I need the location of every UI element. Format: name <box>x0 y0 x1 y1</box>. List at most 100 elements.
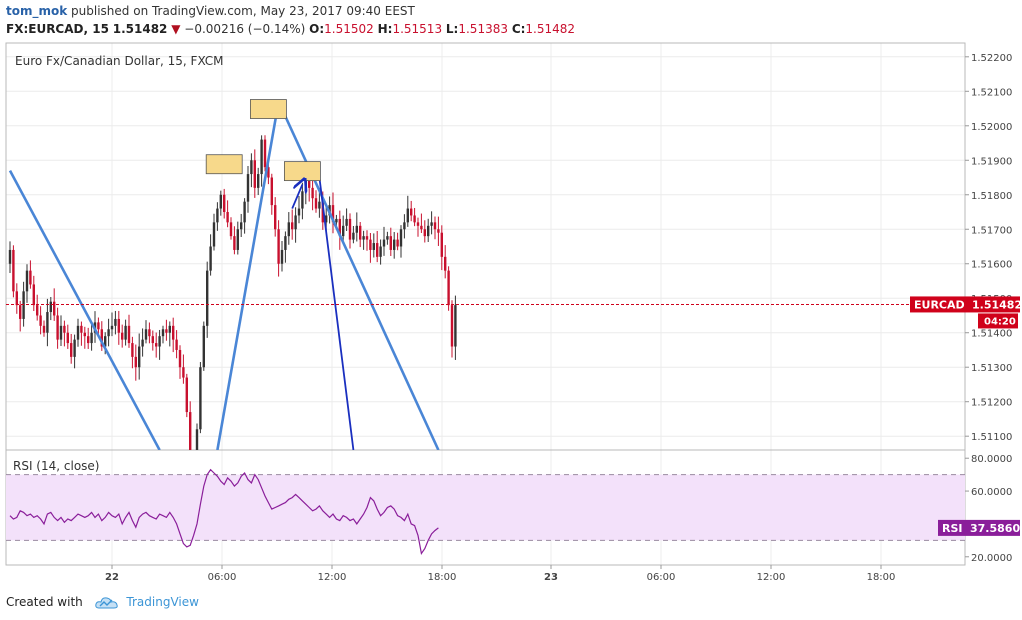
candle-body <box>168 325 171 333</box>
candle-body <box>59 325 63 340</box>
time-tick-label: 12:00 <box>757 572 786 583</box>
rsi-title: RSI (14, close) <box>13 459 99 473</box>
rsi-line <box>9 468 439 556</box>
candle-body <box>39 315 42 326</box>
candle-body <box>311 187 314 199</box>
tradingview-link[interactable]: TradingView <box>126 595 199 609</box>
chart-title: Euro Fx/Canadian Dollar, 15, FXCM <box>15 54 224 68</box>
candle-body <box>182 367 185 378</box>
symbol-name: FX:EURCAD, 15 <box>6 22 109 36</box>
last-price: 1.51482 <box>112 22 168 36</box>
candle-body <box>250 160 253 175</box>
candle-body <box>66 332 69 344</box>
time-tick-label: 22 <box>105 572 119 583</box>
candle-body <box>76 325 80 340</box>
price-badge-value: 1.51482 <box>972 298 1022 311</box>
time-axis[interactable]: 22 06:00 12:00 18:00 23 06:00 12:00 18:00 <box>105 565 895 583</box>
candle-body <box>216 208 219 223</box>
candle-body <box>291 222 294 230</box>
rsi-band <box>6 474 965 541</box>
candle-body <box>233 236 236 250</box>
candle-body <box>427 225 430 237</box>
candle-body <box>447 270 450 306</box>
chart-canvas[interactable]: 1.52200 1.52100 1.52000 1.51900 1.51800 1.517… <box>0 0 1022 590</box>
rsi-tick-label: 20.0000 <box>971 553 1012 564</box>
candle-body <box>240 222 243 230</box>
candle-body <box>372 243 375 250</box>
candle-body <box>308 180 311 188</box>
price-axis[interactable]: 1.52200 1.52100 1.52000 1.51900 1.51800 1.517… <box>965 53 1012 443</box>
candle-body <box>165 329 168 333</box>
candle-body <box>413 215 416 223</box>
candle-body <box>382 239 386 247</box>
candle-body <box>42 325 46 333</box>
candle-body <box>226 212 229 223</box>
candle-body <box>263 139 267 168</box>
candle-body <box>22 291 25 319</box>
candle-body <box>297 208 301 216</box>
candle-body <box>104 336 107 347</box>
low-label: L: <box>445 22 459 36</box>
pattern-point-box <box>205 154 243 175</box>
rsi-series <box>6 468 965 556</box>
trendline <box>8 170 161 450</box>
candle-body <box>420 225 423 230</box>
high-value: 1.51513 <box>392 22 443 36</box>
candle-body <box>376 243 379 257</box>
candle-body <box>399 229 403 247</box>
candle-body <box>253 160 256 188</box>
price-tick-label: 1.51300 <box>971 363 1012 374</box>
candle-body <box>148 329 151 337</box>
candle-body <box>338 218 341 237</box>
rsi-badge-value: 37.5860 <box>970 522 1020 535</box>
candle-body <box>206 270 209 326</box>
grid-lines <box>6 43 965 565</box>
candle-body <box>301 191 304 209</box>
candle-body <box>223 194 226 213</box>
tradingview-cloud-icon[interactable] <box>94 596 119 610</box>
candle-body <box>212 222 216 247</box>
candle-body <box>406 208 409 223</box>
candle-body <box>284 236 287 250</box>
candle-body <box>114 318 117 326</box>
price-tick-label: 1.51200 <box>971 398 1012 409</box>
up-arrow <box>291 184 302 209</box>
main-pane-frame <box>5 42 966 451</box>
price-tick-label: 1.51600 <box>971 260 1012 271</box>
candle-body <box>15 291 18 306</box>
price-tick-label: 1.51800 <box>971 191 1012 202</box>
candle-body <box>335 218 338 223</box>
candle-body <box>189 412 192 450</box>
trendlines[interactable] <box>8 101 440 450</box>
candle-body <box>246 174 250 202</box>
candle-body <box>430 222 433 226</box>
candle-body <box>127 325 131 344</box>
open-value: 1.51502 <box>324 22 374 36</box>
candle-body <box>236 229 239 250</box>
rsi-badge-label: RSI <box>942 522 963 535</box>
candle-body <box>393 239 396 250</box>
countdown-bg <box>978 313 1018 329</box>
candle-body <box>423 229 426 237</box>
candle-body <box>138 346 141 368</box>
candle-body <box>172 325 175 340</box>
candle-body <box>161 329 165 337</box>
price-badge-symbol: EURCAD <box>914 298 965 311</box>
candle-body <box>229 222 233 237</box>
candle-body <box>280 249 284 264</box>
author-name[interactable]: tom_mok <box>6 4 68 18</box>
candle-body <box>274 205 277 230</box>
created-with-text: Created with <box>6 595 83 609</box>
candle-body <box>277 229 280 264</box>
time-tick-label: 18:00 <box>428 572 457 583</box>
candle-body <box>416 222 420 226</box>
candle-body <box>90 332 93 344</box>
candle-body <box>345 218 348 226</box>
candle-body <box>32 284 35 306</box>
candle-body <box>331 205 335 223</box>
candle-body <box>199 367 202 430</box>
candle-body <box>314 198 318 209</box>
candlesticks <box>8 135 457 450</box>
candle-body <box>369 239 372 250</box>
